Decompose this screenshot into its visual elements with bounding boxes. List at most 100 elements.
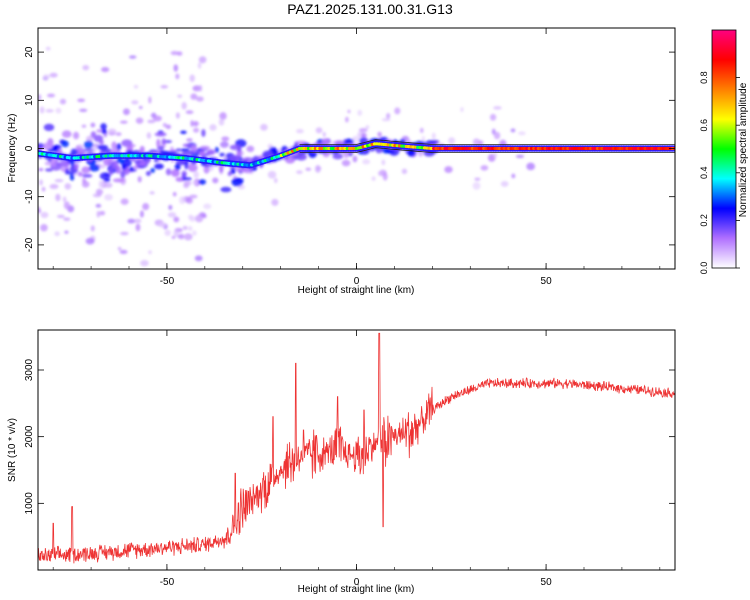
heatmap-cell [147,119,156,124]
heatmap-cell [357,109,363,116]
x-tick-label: 50 [541,577,553,588]
heatmap-cell [183,180,192,186]
heatmap-cell [401,168,408,174]
heatmap-cell [193,127,200,133]
heatmap-cell [79,108,88,112]
heatmap-cell [419,127,424,134]
heatmap-cell [146,132,152,139]
heatmap-cell [120,120,128,124]
heatmap-cell [182,143,192,148]
heatmap-cell [121,164,127,170]
heatmap-cell [377,131,382,137]
heatmap-cell [229,155,240,163]
heatmap-cell [43,74,51,80]
heatmap-cell [81,166,91,174]
heatmap-cell [198,179,207,185]
heatmap-cell [154,132,167,137]
y-tick-label: 2000 [24,425,35,448]
heatmap-cell [180,148,190,152]
heatmap-cell [362,159,371,165]
heatmap-cell [73,131,80,140]
heatmap-cell [120,231,129,236]
heatmap-cell [96,144,109,151]
heatmap-cell [189,194,198,199]
heatmap-cell [152,115,162,122]
x-tick-label: 0 [354,276,360,287]
heatmap-cell [168,204,173,211]
x-tick-label: -50 [160,276,175,287]
heatmap-cell [103,173,109,177]
heatmap-cell [85,237,95,245]
heatmap-cell [352,155,358,163]
y-tick-label: -10 [24,189,35,204]
heatmap-cell [41,187,46,192]
heatmap-cell [148,250,152,255]
heatmap-cell [101,66,110,73]
heatmap-cell [192,230,197,236]
heatmap-cell [188,226,193,231]
snr-line [38,332,675,564]
heatmap-cell [230,167,236,175]
heatmap-cell [142,202,150,211]
heatmap-cell [90,225,95,232]
heatmap-cell [315,164,321,173]
spectrogram-x-axis: -50 0 50 [52,28,661,287]
heatmap-cell [39,106,45,114]
heatmap-cell [40,211,49,219]
heatmap-cell [358,128,368,133]
heatmap-cell [82,173,93,178]
colorbar-tick-label: 0.4 [699,167,709,180]
heatmap-cell [209,124,217,131]
heatmap-cell [487,153,496,162]
heatmap-cell [489,113,497,121]
heatmap-cell [405,150,412,154]
heatmap-cell [49,72,58,78]
heatmap-cell [165,168,172,176]
heatmap-cell [180,130,187,135]
heatmap-cell [120,198,129,205]
heatmap-cell [96,210,101,218]
heatmap-cell [201,129,206,137]
heatmap-cell [134,160,142,164]
heatmap-cell [129,55,137,59]
heatmap-cell [111,141,117,150]
heatmap-cell [78,171,83,177]
heatmap-cell [206,150,215,155]
spectrogram-x-label: Height of straight line (km) [298,285,415,296]
heatmap-cell [344,138,354,145]
heatmap-cell [177,94,183,98]
heatmap-cell [61,140,69,148]
figure-title: PAZ1.2025.131.00.31.G13 [287,1,453,17]
heatmap-cell [219,152,225,157]
heatmap-cell [444,166,453,173]
snr-panel: -50 0 50 1000 2000 3000 Height of straight l… [7,329,676,595]
heatmap-cell [139,210,144,218]
heatmap-cell [165,124,172,130]
heatmap-cell [77,98,86,103]
heatmap-cell [296,129,304,134]
heatmap-cell [103,158,113,166]
heatmap-cell [140,260,149,267]
heatmap-cell [271,198,279,206]
heatmap-cell [58,160,71,167]
heatmap-cell [50,157,59,167]
x-tick-label: 50 [541,276,553,287]
heatmap-cell [175,112,180,119]
snr-y-label: SNR (10 * v/v) [7,418,18,482]
heatmap-cell [260,123,268,131]
heatmap-cell [518,131,526,136]
heatmap-cell [120,170,126,179]
heatmap-cell [51,145,59,153]
colorbar-tick-label: 0.0 [699,262,709,275]
heatmap-cell [305,167,312,171]
heatmap-cell [100,123,107,131]
y-tick-label: 3000 [24,358,35,381]
heatmap-cell [59,98,67,105]
heatmap-cell [267,170,277,179]
y-tick-label: 1000 [24,492,35,515]
heatmap-cell [98,180,103,188]
heatmap-cell [61,130,72,138]
heatmap-cell [116,143,122,151]
heatmap-cell [135,117,144,124]
heatmap-cell [182,225,188,230]
